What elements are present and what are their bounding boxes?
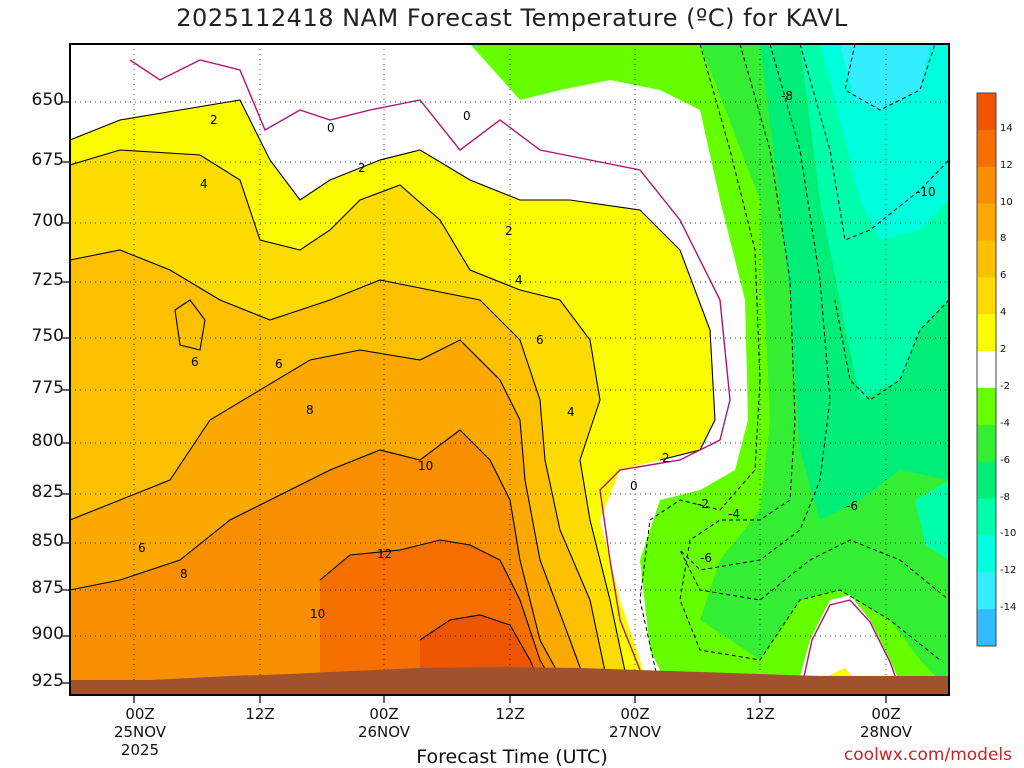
contour-label: 6 (275, 357, 283, 371)
x-tick-label: 00Z 28NOV (859, 705, 913, 741)
colorbar-label: -4 (1000, 417, 1010, 429)
colorbar-swatch (977, 351, 996, 389)
x-tick-label: 00Z 27NOV (608, 705, 662, 741)
colorbar-label: 4 (1000, 307, 1007, 319)
colorbar-swatch (977, 498, 996, 536)
colorbar-swatch (977, 535, 996, 573)
colorbar-label: -10 (1000, 528, 1017, 540)
contour-label: 2 (662, 451, 670, 465)
contour-label: -6 (700, 551, 712, 565)
x-tick-label: 12Z (245, 705, 275, 723)
chart-title: 2025112418 NAM Forecast Temperature (ºC)… (176, 4, 848, 32)
colorbar-label: -2 (1000, 380, 1010, 392)
contour-label: -6 (846, 499, 858, 513)
y-tick-label: 775 (31, 378, 64, 398)
contour-label: 8 (180, 567, 188, 581)
contour-label: 0 (630, 479, 638, 493)
contour-label: -2 (697, 497, 709, 511)
axis-ticks (62, 101, 887, 703)
contour-label: 6 (191, 355, 199, 369)
colorbar-label: 10 (1000, 196, 1013, 208)
contour-label: -8 (781, 89, 793, 103)
y-tick-label: 675 (31, 150, 64, 170)
colorbar-frame (976, 92, 997, 647)
ground-surface (70, 667, 949, 695)
colorbar-swatch (977, 240, 996, 278)
y-tick-label: 725 (31, 270, 64, 290)
contour-label: -4 (728, 507, 740, 521)
colorbar-swatch (977, 572, 996, 610)
y-tick-label: 800 (31, 431, 64, 451)
temperature-field (70, 44, 949, 695)
contour-label: 2 (505, 224, 513, 238)
colorbar-label: -8 (1000, 491, 1010, 503)
y-tick-label: 825 (31, 482, 64, 502)
zero-contour (129, 59, 903, 695)
band--14 (840, 44, 930, 110)
colorbar-label: -14 (1000, 602, 1017, 614)
y-tick-label: 700 (31, 211, 64, 231)
y-tick-label: 850 (31, 531, 64, 551)
y-tick-label: 925 (31, 671, 64, 691)
x-axis-title: Forecast Time (UTC) (416, 746, 608, 768)
colorbar-swatch (977, 424, 996, 463)
x-tick-label: 00Z 26NOV (357, 705, 411, 741)
x-tick-label: 12Z (495, 705, 525, 723)
contour-label: 4 (200, 177, 208, 191)
contour-labels: 2 0 0 2 4 2 4 6 6 6 8 10 12 10 6 8 4 2 0 -2 -4 -6 -6 -8 -10 (138, 89, 936, 621)
y-tick-label: 750 (31, 326, 64, 346)
contour-label: 10 (310, 607, 325, 621)
grid-lines (70, 44, 949, 695)
x-tick-label: 12Z (745, 705, 775, 723)
colorbar-label: -6 (1000, 454, 1010, 466)
band--10-low (915, 480, 949, 560)
contour-label: 10 (418, 459, 433, 473)
dashed-contours (639, 44, 949, 691)
colorbar-label: 14 (1000, 122, 1013, 134)
colorbar-label: -12 (1000, 565, 1017, 577)
colorbar-swatch (977, 609, 996, 647)
colorbar-swatch (977, 461, 996, 500)
contour-label: 6 (138, 541, 146, 555)
colorbar-swatch (977, 314, 996, 352)
colorbar-label: 2 (1000, 344, 1007, 356)
contour-label: 2 (358, 161, 366, 175)
colorbar-swatch (977, 277, 996, 315)
colorbar-label: 6 (1000, 270, 1007, 282)
colorbar-swatch (977, 93, 996, 131)
contour-label: 4 (567, 405, 575, 419)
credit-link[interactable]: coolwx.com/models (843, 745, 1012, 765)
contour-label: 6 (536, 333, 544, 347)
contour-label: 2 (210, 113, 218, 127)
colorbar (977, 93, 996, 647)
contour-label: 12 (377, 547, 392, 561)
colorbar-label: 12 (1000, 159, 1013, 171)
band--12 (820, 44, 949, 240)
contour-label: 4 (515, 273, 523, 287)
colorbar-swatch (977, 166, 996, 205)
y-tick-label: 900 (31, 624, 64, 644)
colorbar-swatch (977, 387, 996, 426)
y-tick-label: 875 (31, 578, 64, 598)
contour-label: 8 (306, 403, 314, 417)
colorbar-label: 8 (1000, 233, 1007, 245)
colorbar-swatch (977, 203, 996, 241)
contour-label: 0 (327, 121, 335, 135)
colorbar-swatch (977, 129, 996, 168)
y-tick-label: 650 (31, 90, 64, 110)
contour-label: -10 (916, 185, 936, 199)
x-tick-label: 00Z 25NOV 2025 (113, 705, 167, 759)
contour-label: 0 (463, 109, 471, 123)
